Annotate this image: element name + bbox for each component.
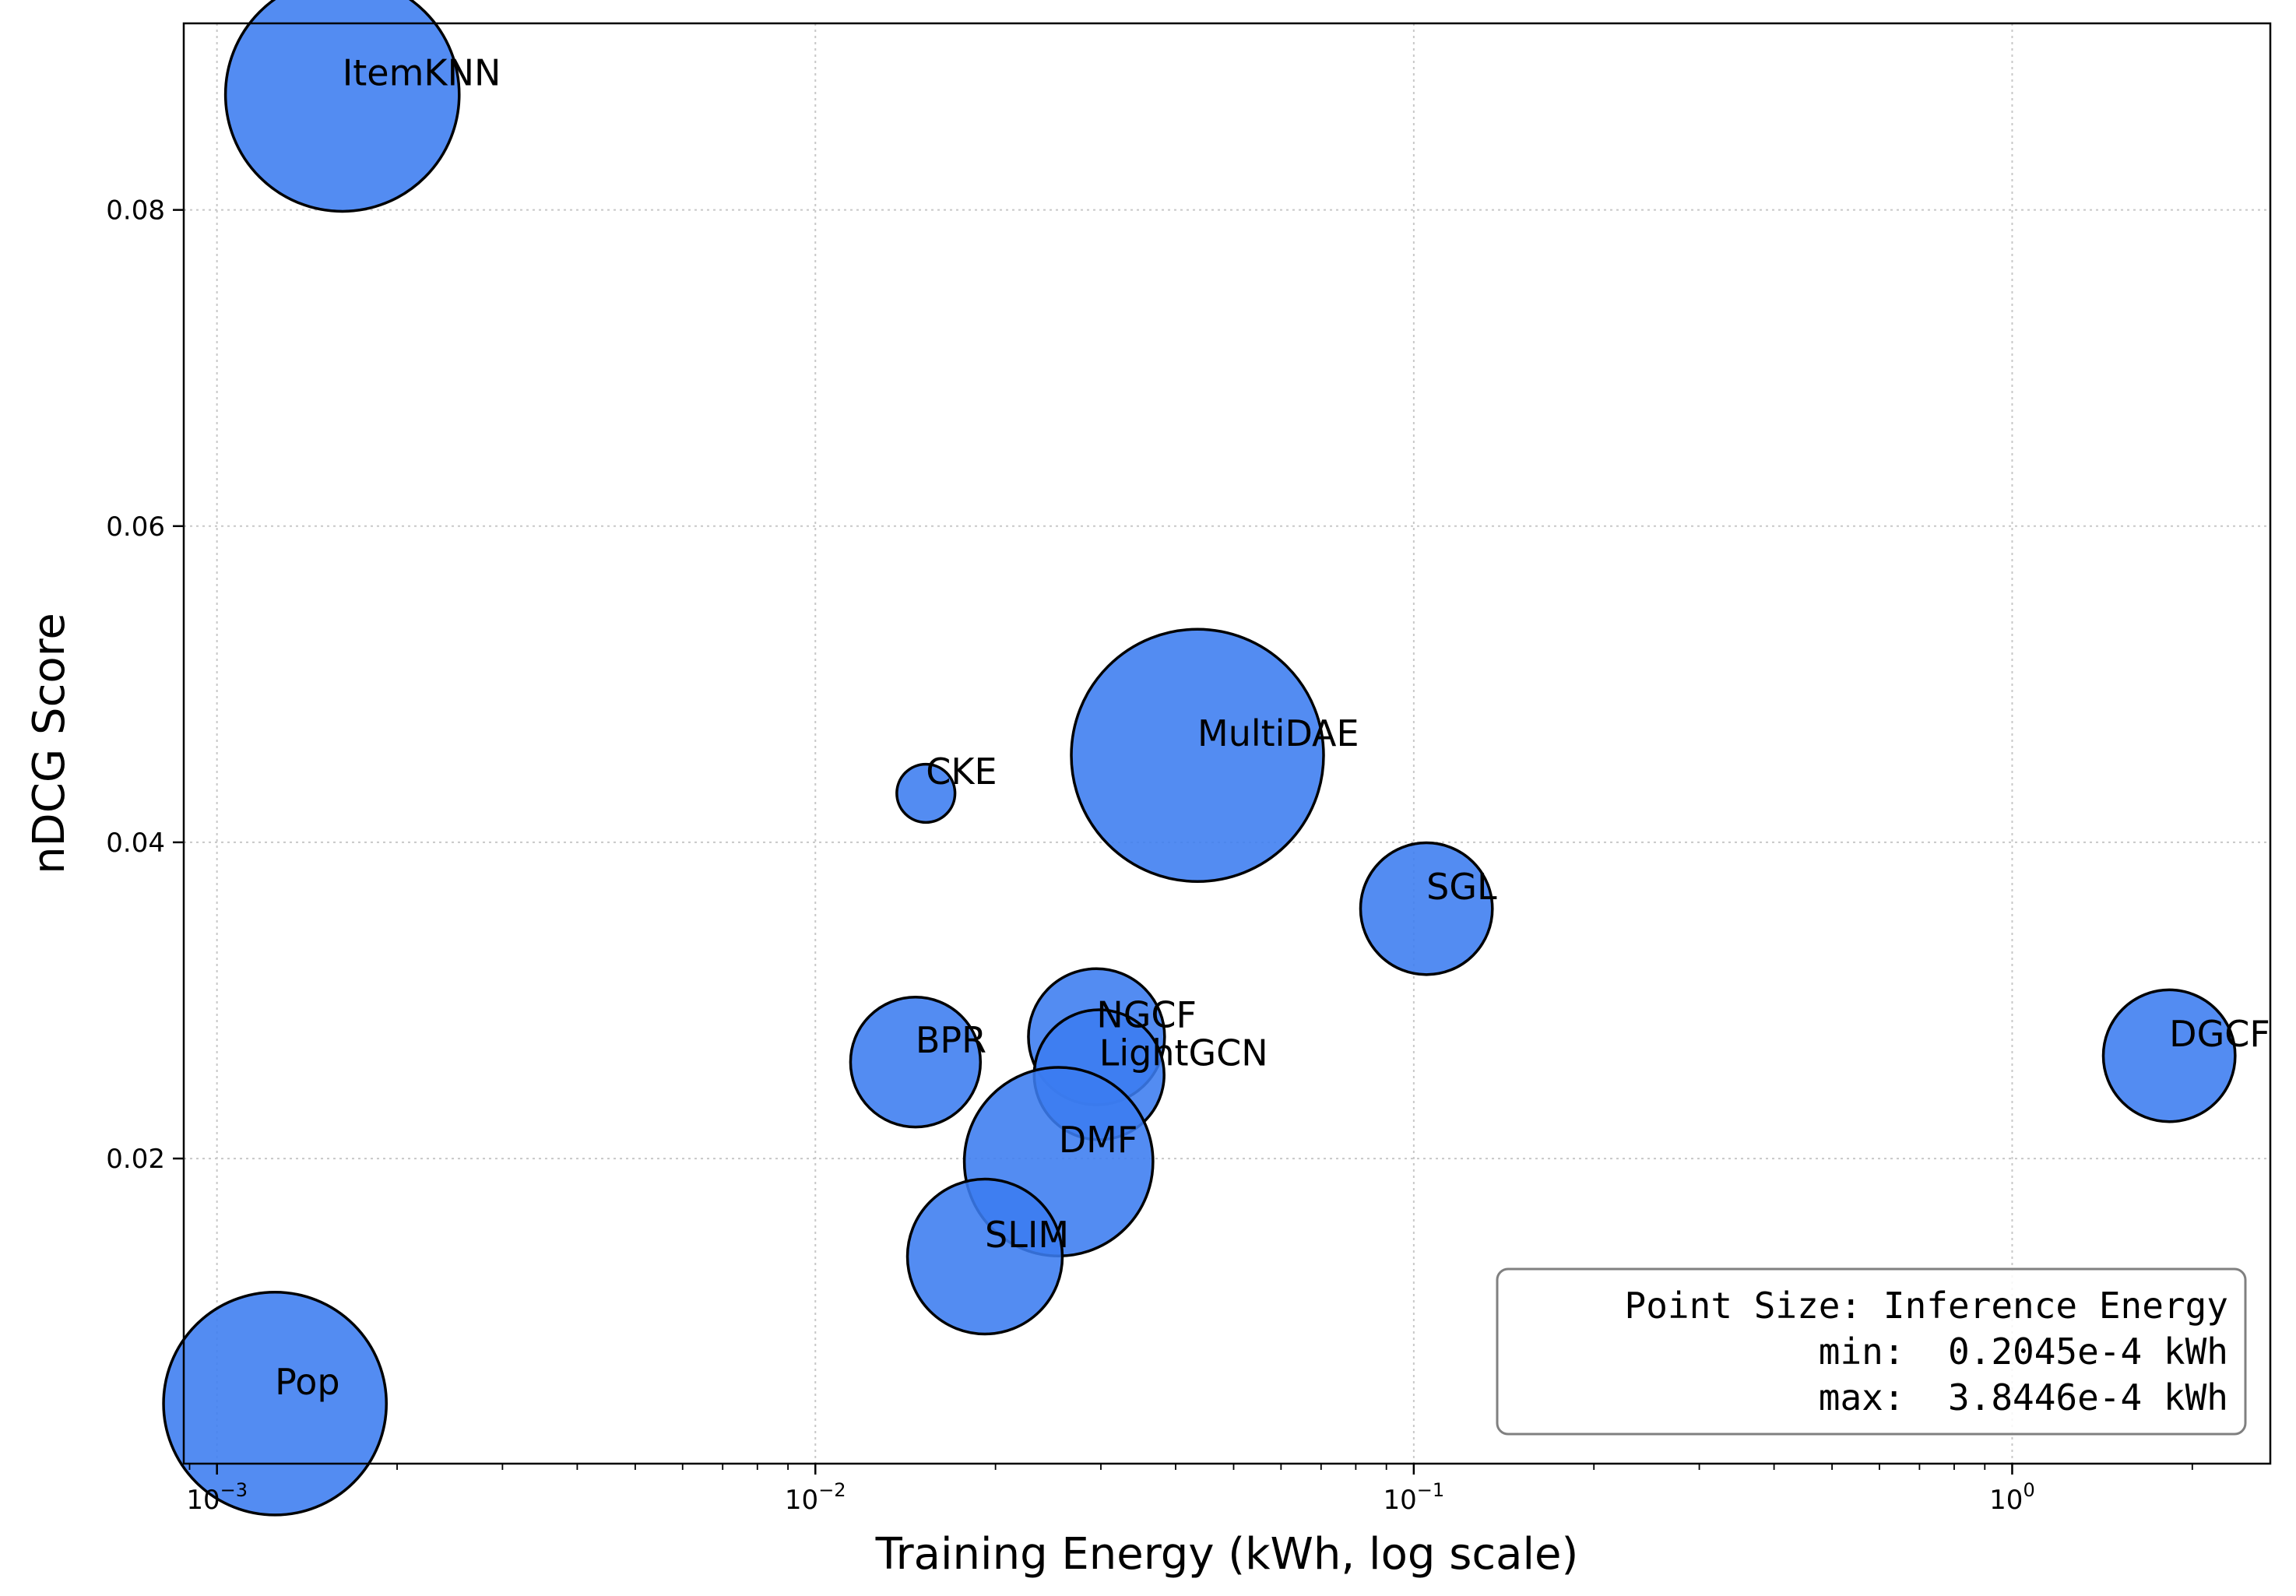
bubble-cke (895, 762, 957, 824)
plot-frame (182, 22, 2272, 1465)
point-label-multidae: MultiDAE (1197, 712, 1359, 754)
point-label-lightgcn: LightGCN (1099, 1032, 1268, 1074)
point-label-dgcf: DGCF (2169, 1013, 2270, 1055)
y-tick-label: 0.02 (106, 1144, 165, 1175)
point-label-pop: Pop (275, 1361, 339, 1403)
x-tick-label: 100 (1989, 1479, 2035, 1516)
bubble-layer (162, 0, 2237, 1517)
size-legend: Point Size: Inference Energy min: 0.2045… (1496, 1267, 2247, 1436)
x-tick-label: 10−3 (186, 1479, 248, 1516)
y-tick-label: 0.06 (106, 511, 165, 543)
legend-min: min: 0.2045e-4 kWh (1668, 1331, 2228, 1373)
y-tick-label: 0.08 (106, 195, 165, 227)
x-tick-label: 10−2 (785, 1479, 846, 1516)
axis-ticks: 10−3 10−2 10−1 100 0.02 0.04 0.06 0.08 (106, 195, 2193, 1516)
bubble-pop (162, 1290, 389, 1517)
bubble-sgl (1359, 841, 1494, 976)
point-label-slim: SLIM (985, 1214, 1069, 1256)
legend-box (1496, 1267, 2247, 1436)
y-tick-label: 0.04 (106, 828, 165, 859)
x-tick-label: 10−1 (1384, 1479, 1445, 1516)
bubble-multidae (1070, 628, 1325, 883)
y-axis-label: nDCG Score (24, 613, 75, 874)
point-label-sgl: SGL (1426, 866, 1497, 908)
point-label-dmf: DMF (1059, 1119, 1138, 1161)
point-label-itemknn: ItemKNN (343, 51, 501, 93)
point-label-bpr: BPR (916, 1019, 986, 1061)
bubble-bpr (849, 996, 983, 1129)
legend-title: Point Size: Inference Energy (1625, 1285, 2228, 1327)
grid-lines (184, 23, 2270, 1464)
bubble-slim (905, 1177, 1064, 1336)
point-label-cke: CKE (926, 751, 997, 793)
bubble-dgcf (2101, 988, 2237, 1123)
bubble-itemknn (223, 0, 461, 213)
point-label-ngcf: NGCF (1096, 994, 1197, 1036)
legend-max: max: 3.8446e-4 kWh (1668, 1376, 2228, 1418)
x-axis-label: Training Energy (kWh, log scale) (875, 1529, 1579, 1580)
